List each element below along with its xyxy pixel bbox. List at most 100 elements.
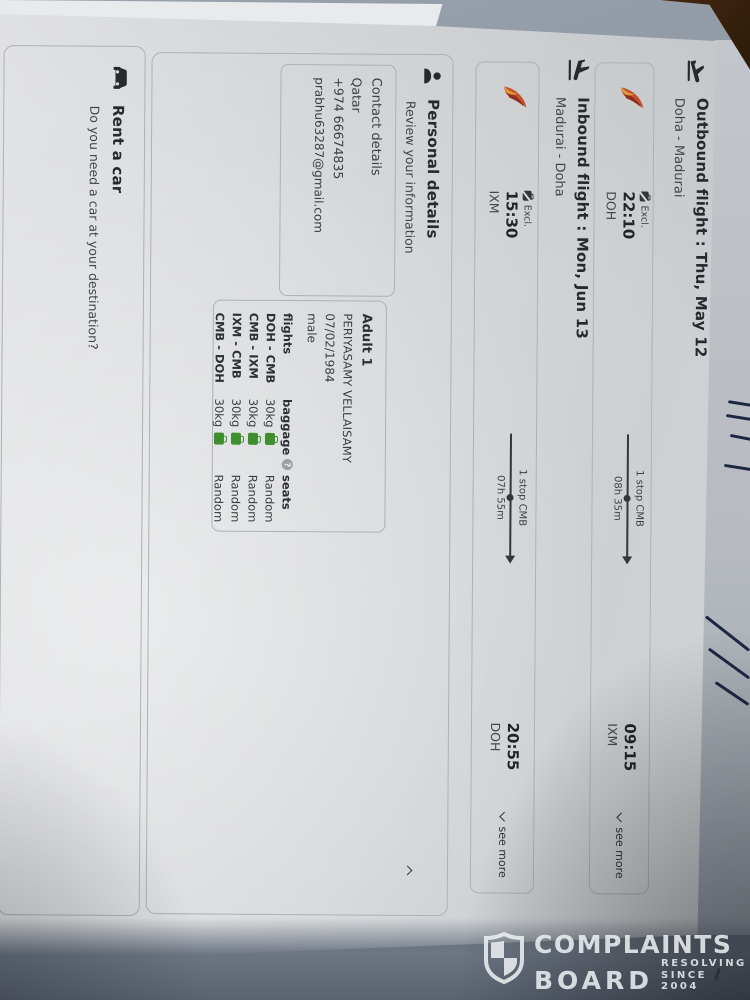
no-baggage-icon <box>522 190 532 201</box>
arrival-code: IXM <box>604 723 621 747</box>
pen-stroke <box>707 647 750 680</box>
col-header-baggage: baggage? <box>280 399 295 475</box>
see-more-label: see more <box>495 826 510 878</box>
table-row-baggage: 30kg <box>212 399 227 475</box>
duration-label: 08h 35m <box>611 475 623 521</box>
watermark-board: BOARD <box>534 966 653 995</box>
adult-gender: male <box>304 313 320 344</box>
car-icon <box>104 65 130 91</box>
flight-path-arrow <box>622 434 633 565</box>
table-row-flight: DOH - CMB <box>263 312 279 384</box>
baggage-excluded: Excl. <box>521 190 533 239</box>
outbound-section-header: Outbound flight : Thu, May 12 Doha - Mad… <box>670 58 712 358</box>
departure-block: Excl. 22:10 DOH <box>602 191 650 240</box>
personal-title: Personal details <box>423 98 443 239</box>
departure-time: 22:10 <box>619 191 638 240</box>
inbound-flight-card: Excl. 15:30 IXM 1 stop CMB 07h 55m 20:55… <box>469 61 540 894</box>
inbound-title: Inbound flight : Mon, Jun 13 <box>572 97 593 340</box>
table-row-seat: Random <box>228 474 243 523</box>
complaintsboard-watermark: COMPLAINTS BOARD RESOLVING SINCE 2004 <box>483 932 750 994</box>
shield-icon <box>483 931 525 988</box>
rent-a-car-card[interactable]: Rent a car Do you need a car at your des… <box>0 45 146 917</box>
rentcar-subtitle: Do you need a car at your destination? <box>85 105 103 350</box>
pen-stroke <box>704 615 750 652</box>
booking-document: Outbound flight : Thu, May 12 Doha - Mad… <box>0 14 712 963</box>
stops-label: 1 stop CMB <box>633 470 645 527</box>
table-row-baggage: 30kg <box>263 399 278 475</box>
personal-subtitle: Review your information <box>402 100 419 254</box>
duration-label: 07h 55m <box>494 475 506 520</box>
flight-path-arrow <box>505 433 516 564</box>
adult-passenger-box: Adult 1 PERIYASAMY VELLAISAMY 07/02/1984… <box>211 299 387 533</box>
excl-label: Excl. <box>521 204 533 228</box>
contact-phone: +974 66674835 <box>330 77 347 180</box>
baggage-icon <box>265 432 276 445</box>
excl-label: Excl. <box>638 205 650 228</box>
arrival-code: DOH <box>487 722 504 752</box>
pen-stroke <box>725 413 750 422</box>
departure-time: 15:30 <box>502 190 521 239</box>
pen-stroke <box>727 400 750 407</box>
adult-title: Adult 1 <box>358 313 374 367</box>
plane-arrival-icon <box>566 57 592 83</box>
arrival-time: 20:55 <box>503 722 523 771</box>
see-more-label: see more <box>612 827 627 879</box>
watermark-text: COMPLAINTS BOARD RESOLVING SINCE 2004 <box>534 932 750 994</box>
arrival-time: 09:15 <box>620 723 640 772</box>
arrival-block: 20:55 DOH <box>487 722 523 770</box>
chevron-down-icon <box>499 811 510 822</box>
outbound-flight-card: Excl. 22:10 DOH 1 stop CMB 08h 35m 09:15… <box>588 62 655 895</box>
table-row-seat: Random <box>262 474 277 523</box>
rentcar-title: Rent a car <box>108 104 128 194</box>
inbound-route: Madurai - Doha <box>551 96 568 197</box>
watermark-since: SINCE 2004 <box>661 970 707 992</box>
arrival-block: 09:15 IXM <box>604 723 640 771</box>
table-row-baggage: 30kg <box>246 399 261 475</box>
table-row-seat: Random <box>211 474 226 523</box>
inbound-section-header: Inbound flight : Mon, Jun 13 Madurai - D… <box>551 57 593 339</box>
table-row-baggage: 30kg <box>229 399 244 475</box>
departure-block: Excl. 15:30 IXM <box>485 190 533 239</box>
outbound-title: Outbound flight : Thu, May 12 <box>691 97 712 358</box>
inbound-header-text: Inbound flight : Mon, Jun 13 Madurai - D… <box>551 97 593 339</box>
baggage-icon <box>231 432 242 445</box>
departure-code: IXM <box>486 190 502 214</box>
contact-country: Qatar <box>349 77 366 113</box>
adult-name: PERIYASAMY VELLAISAMY <box>340 313 356 463</box>
col-header-seats: seats <box>279 474 294 510</box>
baggage-icon <box>214 432 225 445</box>
contact-title: Contact details <box>367 77 384 176</box>
chevron-up-icon <box>402 865 413 876</box>
watermark-complaints: COMPLAINTS <box>534 930 733 959</box>
stops-block: 1 stop CMB 07h 55m <box>494 422 528 572</box>
outbound-see-more-button[interactable]: see more <box>612 812 627 879</box>
pen-stroke <box>723 463 750 472</box>
airline-logo-icon <box>496 80 530 110</box>
person-icon <box>417 65 443 87</box>
outbound-route: Doha - Madurai <box>670 97 687 198</box>
stops-label: 1 stop CMB <box>516 469 528 527</box>
no-baggage-icon <box>639 191 649 202</box>
table-row-flight: CMB - IXM <box>246 312 262 379</box>
pen-stroke <box>714 681 750 706</box>
adult-dob: 07/02/1984 <box>322 313 338 383</box>
inbound-see-more-button[interactable]: see more <box>495 811 510 878</box>
info-icon[interactable]: ? <box>281 459 293 471</box>
outbound-header-text: Outbound flight : Thu, May 12 Doha - Mad… <box>670 98 712 358</box>
stops-block: 1 stop CMB 08h 35m <box>611 423 645 573</box>
table-row-flight: IXM - CMB <box>229 312 245 379</box>
collapse-section-button[interactable] <box>400 865 419 876</box>
pen-stroke <box>729 433 750 441</box>
table-row-seat: Random <box>245 474 260 523</box>
col-header-flights: flights <box>280 312 296 355</box>
personal-details-card: Personal details Review your information… <box>145 52 454 917</box>
plane-departure-icon <box>685 58 711 84</box>
baggage-excluded: Excl. <box>638 191 650 239</box>
airline-logo-icon <box>613 81 647 111</box>
watermark-resolving: RESOLVING <box>661 958 747 969</box>
contact-details-box: Contact details Qatar +974 66674835 prab… <box>278 63 397 297</box>
departure-code: DOH <box>603 191 619 221</box>
baggage-icon <box>248 432 259 445</box>
